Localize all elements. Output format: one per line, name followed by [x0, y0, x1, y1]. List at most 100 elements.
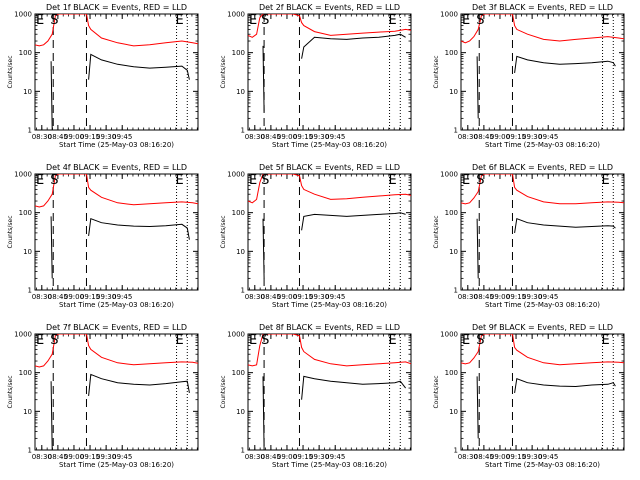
x-tick-label: 08:45 — [474, 453, 494, 461]
x-tick-label: 09:45 — [112, 453, 132, 461]
detector-chart-6: Det 6f BLACK = Events, RED = LLD 1 10 100 10… — [433, 163, 625, 309]
plot-frame — [247, 173, 412, 291]
x-tick-label: 08:45 — [48, 453, 68, 461]
x-tick-label: 09:00 — [277, 453, 297, 461]
plot-frame — [460, 173, 625, 291]
plot-frame — [460, 333, 625, 451]
y-axis-label: Counts/sec — [220, 215, 227, 248]
series-line-lld — [461, 334, 624, 366]
start-e-marker: E — [462, 13, 470, 28]
x-tick-label: 09:00 — [277, 133, 297, 141]
detector-chart-8: Det 8f BLACK = Events, RED = LLD 1 10 100 10… — [220, 323, 412, 469]
x-tick-label: 09:00 — [277, 293, 297, 301]
x-tick-label: 09:30 — [522, 453, 542, 461]
series-line-lld — [461, 14, 624, 44]
x-tick-label: 09:15 — [506, 293, 526, 301]
plot-frame — [34, 333, 199, 451]
x-axis-label: Start Time (25-May-03 08:16:20) — [59, 301, 174, 309]
plot-frame — [460, 13, 625, 131]
detector-chart-4: Det 4f BLACK = Events, RED = LLD 1 10 100 10… — [7, 163, 199, 309]
x-tick-label: 09:15 — [506, 133, 526, 141]
x-tick-label: 08:45 — [474, 293, 494, 301]
series-line-lld — [461, 174, 624, 205]
chart-title: Det 1f BLACK = Events, RED = LLD — [46, 3, 187, 12]
y-axis-label: Counts/sec — [220, 375, 227, 408]
series-group — [461, 14, 624, 119]
x-tick-label: 09:45 — [538, 133, 558, 141]
x-axis-label: Start Time (25-May-03 08:16:20) — [272, 301, 387, 309]
chart-title: Det 6f BLACK = Events, RED = LLD — [472, 163, 613, 172]
y-tick-label: 100 — [232, 209, 245, 217]
y-tick-label: 1000 — [14, 331, 32, 339]
detector-chart-2: Det 2f BLACK = Events, RED = LLD 1 10 100 10… — [220, 3, 412, 149]
x-tick-label: 09:15 — [80, 293, 100, 301]
x-tick-label: 08:30 — [245, 133, 265, 141]
x-axis-label: Start Time (25-May-03 08:16:20) — [485, 141, 600, 149]
x-tick-label: 09:45 — [325, 453, 345, 461]
x-axis-label: Start Time (25-May-03 08:16:20) — [485, 461, 600, 469]
x-tick-label: 08:45 — [474, 133, 494, 141]
y-axis-label: Counts/sec — [7, 215, 14, 248]
start-e-marker: E — [36, 333, 44, 348]
series-line-events — [262, 33, 406, 112]
x-tick-label: 08:30 — [245, 293, 265, 301]
y-tick-label: 100 — [19, 209, 32, 217]
chart-title: Det 5f BLACK = Events, RED = LLD — [259, 163, 400, 172]
x-tick-label: 09:30 — [96, 453, 116, 461]
start-e-marker: E — [249, 173, 257, 188]
series-line-lld — [35, 14, 198, 47]
series-line-events — [50, 373, 190, 450]
end-e-marker: E — [602, 13, 610, 28]
y-tick-label: 10 — [449, 408, 458, 416]
chart-title: Det 3f BLACK = Events, RED = LLD — [472, 3, 613, 12]
chart-title: Det 7f BLACK = Events, RED = LLD — [46, 323, 187, 332]
series-group — [248, 14, 411, 112]
x-tick-label: 09:30 — [309, 293, 329, 301]
x-tick-label: 08:30 — [245, 453, 265, 461]
y-axis-label: Counts/sec — [433, 55, 440, 88]
x-tick-label: 08:45 — [48, 133, 68, 141]
y-tick-label: 100 — [232, 369, 245, 377]
detector-chart-9: Det 9f BLACK = Events, RED = LLD 1 10 100 10… — [433, 323, 625, 469]
x-axis-label: Start Time (25-May-03 08:16:20) — [272, 141, 387, 149]
x-tick-label: 08:45 — [48, 293, 68, 301]
x-tick-label: 09:45 — [325, 133, 345, 141]
start-e-marker: E — [36, 13, 44, 28]
x-tick-label: 09:30 — [309, 133, 329, 141]
y-axis-label: Counts/sec — [220, 55, 227, 88]
y-axis-label: Counts/sec — [7, 375, 14, 408]
x-tick-label: 09:30 — [96, 293, 116, 301]
s-marker: S — [476, 13, 484, 28]
x-tick-label: 09:30 — [522, 133, 542, 141]
x-tick-label: 09:30 — [309, 453, 329, 461]
series-line-events — [476, 376, 616, 439]
s-marker: S — [50, 173, 58, 188]
series-group — [35, 334, 198, 450]
y-tick-label: 1 — [241, 287, 245, 295]
x-tick-label: 09:45 — [538, 293, 558, 301]
s-marker: S — [261, 333, 269, 348]
chart-title: Det 9f BLACK = Events, RED = LLD — [472, 323, 613, 332]
y-tick-label: 10 — [23, 408, 32, 416]
series-line-lld — [248, 334, 411, 367]
x-tick-label: 09:15 — [80, 453, 100, 461]
y-tick-label: 100 — [19, 49, 32, 57]
detector-chart-5: Det 5f BLACK = Events, RED = LLD 1 10 100 10… — [220, 163, 412, 309]
x-tick-label: 09:00 — [490, 293, 510, 301]
end-e-marker: E — [176, 13, 184, 28]
y-axis-label: Counts/sec — [7, 55, 14, 88]
x-tick-label: 09:00 — [490, 453, 510, 461]
y-tick-label: 1000 — [14, 171, 32, 179]
x-tick-label: 08:30 — [32, 133, 52, 141]
y-axis-label: Counts/sec — [433, 375, 440, 408]
x-tick-label: 08:45 — [261, 133, 281, 141]
x-tick-label: 08:30 — [32, 453, 52, 461]
y-tick-label: 1 — [28, 287, 32, 295]
series-line-events — [476, 218, 616, 279]
end-e-marker: E — [389, 13, 397, 28]
y-tick-label: 1 — [28, 127, 32, 135]
x-tick-label: 09:15 — [293, 453, 313, 461]
x-tick-label: 09:00 — [490, 133, 510, 141]
x-tick-label: 08:45 — [261, 453, 281, 461]
